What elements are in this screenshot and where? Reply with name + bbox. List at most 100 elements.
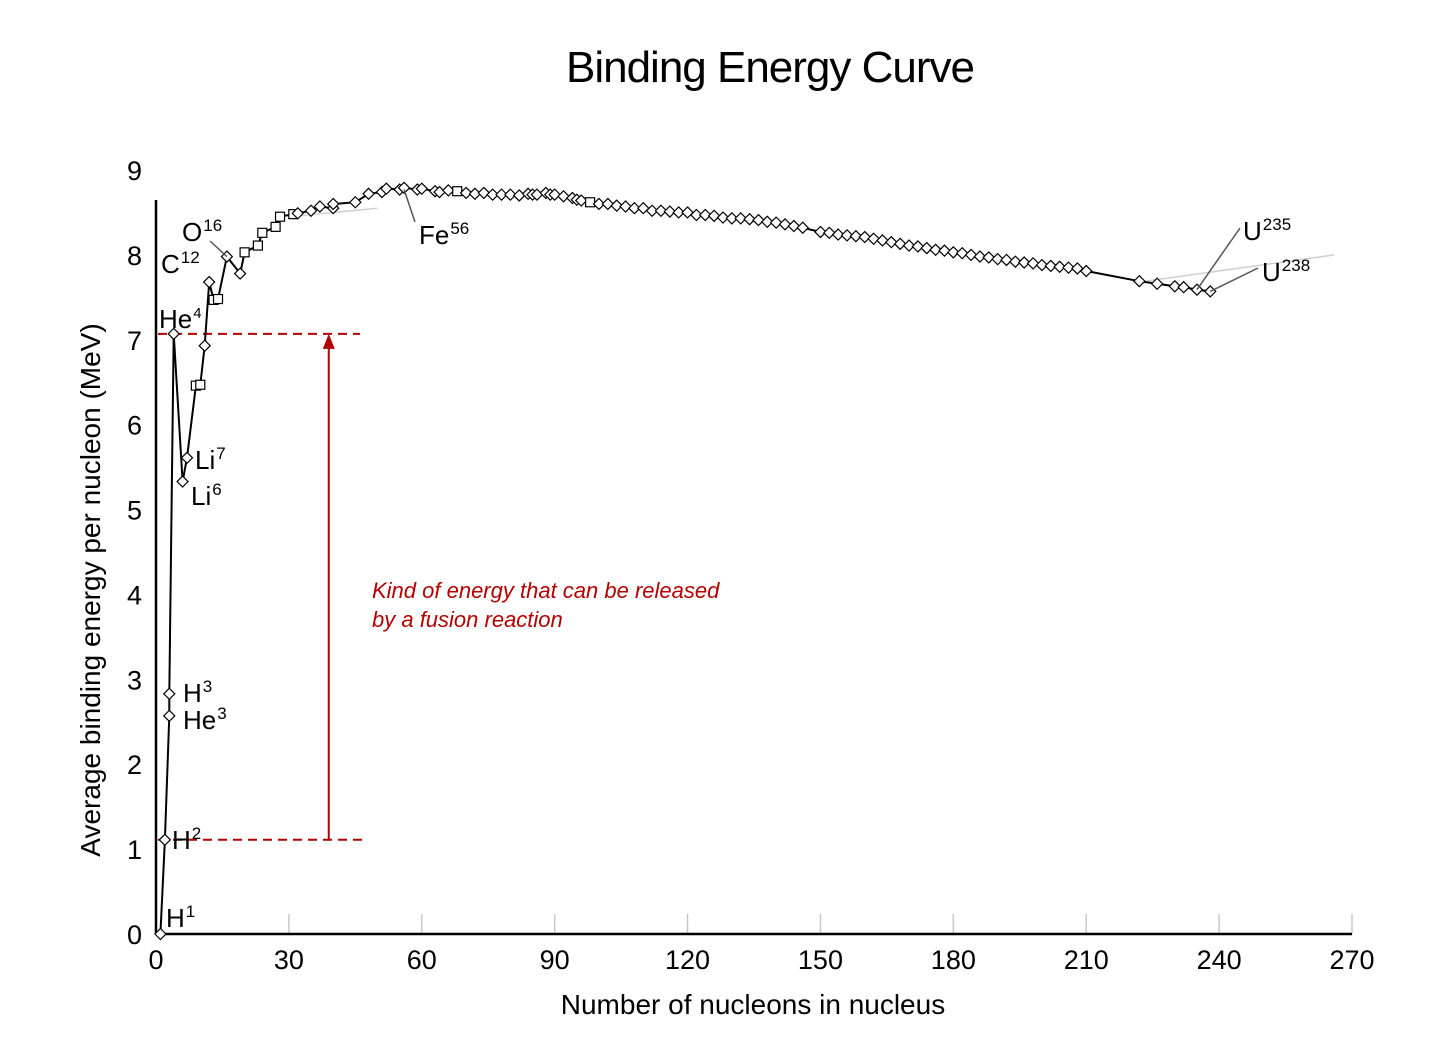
isotope-label: U235 <box>1243 215 1291 246</box>
x-tick-label: 120 <box>665 945 710 975</box>
isotope-label: U238 <box>1262 256 1310 287</box>
data-point <box>902 239 916 252</box>
y-tick-labels: 0 1 2 3 4 5 6 7 8 9 <box>127 156 142 950</box>
data-point <box>379 182 393 196</box>
x-tick-label: 60 <box>407 945 437 975</box>
x-tick-label: 210 <box>1064 945 1109 975</box>
data-point <box>672 206 686 219</box>
data-point <box>274 211 286 222</box>
isotope-label: He4 <box>159 304 202 334</box>
leader-line <box>403 189 416 223</box>
isotope-label: H1 <box>166 902 195 933</box>
y-tick-label: 3 <box>127 665 142 695</box>
data-point <box>158 833 172 847</box>
data-point <box>313 200 327 213</box>
data-point <box>212 293 224 305</box>
data-point <box>778 217 792 231</box>
data-point <box>769 216 783 229</box>
isotope-label: Li6 <box>191 480 222 511</box>
data-point <box>257 227 268 238</box>
data-point <box>167 327 181 341</box>
data-point <box>477 186 491 200</box>
data-point <box>849 229 863 243</box>
data-point <box>734 212 748 225</box>
data-point <box>991 252 1004 266</box>
data-point <box>180 451 194 465</box>
data-point <box>504 188 517 201</box>
guide-line <box>1139 254 1335 283</box>
data-point <box>486 188 500 201</box>
data-point <box>495 188 508 201</box>
data-point <box>938 244 951 257</box>
data-point <box>348 195 362 209</box>
y-axis-title: Average binding energy per nucleon (MeV) <box>75 323 106 856</box>
x-tick-label: 150 <box>798 945 843 975</box>
annotation-line-2: by a fusion reaction <box>372 607 563 632</box>
data-point <box>628 201 641 215</box>
data-point <box>752 213 765 227</box>
data-point <box>233 267 247 280</box>
data-point <box>1062 261 1075 274</box>
isotope-mass-superscript: 56 <box>450 219 469 238</box>
data-point <box>929 243 942 257</box>
isotope-label: H2 <box>172 824 201 855</box>
data-point <box>840 229 854 242</box>
isotope-label: C12 <box>161 248 200 279</box>
leader-line <box>1209 267 1259 293</box>
data-point <box>202 275 216 289</box>
data-point <box>1168 279 1182 293</box>
data-point <box>1017 256 1031 269</box>
label-leader-lines <box>209 189 1259 293</box>
data-point <box>362 187 375 201</box>
data-point <box>1035 258 1049 272</box>
isotope-label: H3 <box>183 677 212 708</box>
data-point <box>1000 253 1013 267</box>
y-tick-label: 0 <box>127 920 142 950</box>
data-point <box>1177 280 1191 294</box>
arrow-head <box>322 333 335 349</box>
isotope-mass-superscript: 3 <box>203 677 212 696</box>
data-point <box>304 204 318 218</box>
data-point <box>787 219 801 233</box>
data-point <box>1008 255 1022 269</box>
data-point <box>716 211 730 224</box>
isotope-label: Li7 <box>195 444 226 475</box>
data-point <box>512 189 526 202</box>
y-tick-label: 4 <box>127 580 142 610</box>
isotope-mass-superscript: 2 <box>192 824 201 843</box>
data-point <box>270 221 281 232</box>
x-tick-label: 90 <box>540 945 570 975</box>
data-point <box>239 247 250 258</box>
y-tick-label: 2 <box>127 750 142 780</box>
data-point <box>822 226 836 240</box>
data-point <box>1133 274 1146 288</box>
data-point <box>654 204 668 218</box>
binding-energy-curve <box>159 186 1211 935</box>
data-point <box>601 197 615 211</box>
tick-marks <box>288 207 1353 934</box>
data-point <box>442 184 455 197</box>
leader-line <box>1196 227 1241 291</box>
x-tick-label: 240 <box>1197 945 1242 975</box>
data-point <box>154 927 167 941</box>
data-point <box>592 197 606 211</box>
data-point <box>397 181 411 195</box>
axes <box>154 200 1352 936</box>
data-point <box>1150 277 1164 291</box>
data-point <box>698 208 712 222</box>
data-point <box>663 205 677 218</box>
isotope-mass-superscript: 3 <box>217 704 226 723</box>
data-point <box>291 206 305 220</box>
data-point <box>452 186 463 197</box>
data-point <box>884 235 898 249</box>
x-tick-labels: 0 30 60 90 120 150 180 210 240 270 <box>148 945 1374 975</box>
data-point <box>645 204 659 218</box>
annotation-line-1: Kind of energy that can be released <box>372 578 720 603</box>
data-point <box>574 194 588 207</box>
data-point <box>911 240 925 253</box>
data-point <box>619 200 632 213</box>
data-point <box>893 237 907 251</box>
data-point <box>548 188 562 201</box>
isotope-mass-superscript: 6 <box>212 480 221 499</box>
